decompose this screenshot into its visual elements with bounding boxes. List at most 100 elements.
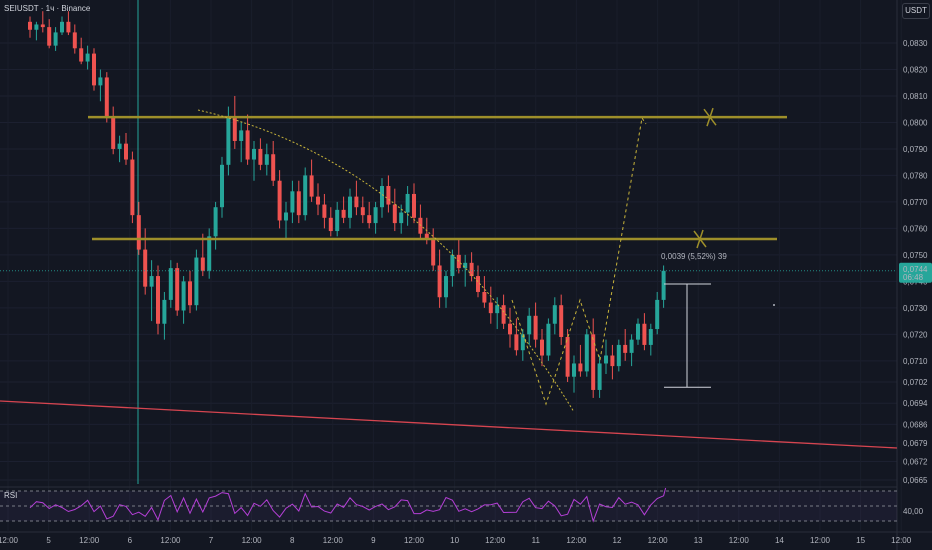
candle-down (271, 154, 276, 181)
time-tick-label: 13 (694, 536, 703, 545)
time-tick-label: 5 (46, 536, 51, 545)
candle-down (104, 77, 109, 118)
time-tick-label: 11 (532, 536, 541, 545)
rsi-label[interactable]: RSI (4, 491, 18, 500)
candle-up (584, 334, 589, 372)
candle-up (616, 344, 621, 367)
candle-down (533, 315, 538, 340)
time-tick-label: 7 (209, 536, 214, 545)
candle-down (72, 32, 77, 49)
candle-down (508, 323, 512, 335)
candle-up (284, 212, 288, 221)
time-tick-label: 12:00 (404, 536, 425, 545)
candle-up (604, 355, 608, 364)
candle-up (648, 329, 653, 345)
candle-down (565, 336, 570, 377)
candle-up (527, 315, 532, 335)
candle-up (149, 276, 154, 287)
candle-down (328, 217, 333, 232)
time-tick-label: 12:00 (485, 536, 506, 545)
symbol-title[interactable]: SEIUSDT · 1ч · Binance (4, 4, 91, 13)
candle-down (412, 193, 416, 218)
candle-down (431, 238, 436, 266)
candle-up (335, 209, 340, 232)
candle-up (546, 323, 551, 356)
candle-up (220, 164, 224, 208)
candle-up (239, 130, 244, 141)
price-tag (899, 262, 932, 283)
rsi-line (29, 487, 667, 523)
drawings: 0,0039 (5,52%) 39 (0, 107, 898, 449)
candle-up (181, 281, 186, 311)
candle-down (296, 191, 301, 216)
candle-down (92, 53, 96, 86)
candle-up (168, 268, 173, 300)
candle-up (520, 334, 525, 351)
candle-down (40, 24, 45, 28)
candle-down (578, 363, 583, 372)
candle-down (277, 180, 282, 221)
price-tag-countdown: 06:48 (903, 273, 924, 282)
time-tick-label: 9 (371, 536, 376, 545)
dotted-arc (197, 109, 575, 413)
price-tick-label: 0,0750 (903, 251, 928, 260)
candle-down (488, 302, 493, 314)
time-tick-label: 12:00 (810, 536, 831, 545)
candle-up (264, 154, 269, 165)
candle-up (405, 193, 410, 213)
time-tick-label: 12:00 (160, 536, 181, 545)
candle-up (552, 305, 557, 324)
price-tick-label: 0,0780 (903, 171, 928, 180)
candle-down (245, 130, 250, 160)
price-tick-label: 0,0720 (903, 330, 928, 339)
candle-down (175, 268, 180, 311)
price-tick-label: 0,0790 (903, 145, 928, 154)
candle-down (392, 204, 397, 224)
time-tick-label: 12:00 (729, 536, 750, 545)
time-axis[interactable]: 12:00 5 12:00 6 12:00 7 12:00 8 12:00 9 12:00 10 12:… (0, 536, 912, 545)
price-axis[interactable]: 0,0830 0,0820 0,0810 0,0800 0,0790 0,0780 0,07… (903, 39, 928, 485)
rsi-band (0, 491, 897, 521)
candle-down (143, 249, 148, 287)
candle-down (28, 21, 32, 30)
candle-down (156, 276, 160, 324)
candle-up (444, 276, 448, 298)
candle-down (309, 175, 314, 197)
candle-down (258, 148, 263, 165)
candle-down (437, 265, 442, 298)
price-tick-label: 0,0694 (903, 399, 928, 408)
candle-up (213, 207, 218, 237)
candle-up (655, 299, 660, 330)
candle-up (597, 363, 602, 390)
marker-dot (773, 304, 775, 306)
price-tick-label: 0,0830 (903, 39, 928, 48)
candle-down (130, 159, 135, 216)
candle-up (463, 262, 468, 269)
candle-up (450, 254, 455, 277)
time-tick-label: 6 (128, 536, 133, 545)
candle-up (34, 24, 39, 30)
price-tick-label: 0,0665 (903, 476, 928, 485)
candle-up (661, 270, 666, 300)
candle-down (456, 254, 461, 269)
candle-down (232, 117, 237, 141)
time-tick-label: 12:00 (79, 536, 100, 545)
currency-badge[interactable]: USDT (902, 3, 930, 19)
time-tick-label: 15 (856, 536, 865, 545)
level-cross-mark (693, 229, 707, 249)
candle-down (591, 334, 596, 390)
candle-down (316, 196, 320, 205)
level-cross-mark (703, 107, 717, 127)
price-tick-label: 0,0679 (903, 439, 928, 448)
rsi-axis-value: 40,00 (903, 507, 924, 516)
candle-down (642, 323, 647, 345)
candle-up (85, 53, 90, 62)
candle-up (348, 196, 352, 218)
candle-up (303, 175, 308, 216)
candle-down (610, 355, 615, 367)
candle-down (47, 27, 52, 46)
candle-up (572, 363, 576, 377)
time-tick-label: 12:00 (648, 536, 669, 545)
